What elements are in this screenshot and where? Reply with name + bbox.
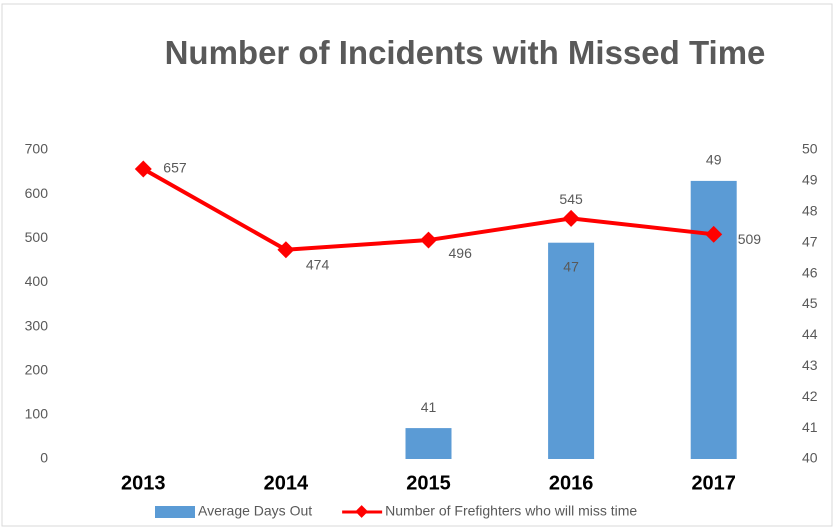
line-value-label: 545 (559, 191, 583, 207)
y-tick-label: 0 (40, 450, 48, 466)
y2-tick-label: 42 (802, 388, 818, 404)
y2-tick-label: 41 (802, 419, 818, 435)
line-marker (420, 231, 437, 249)
legend-swatch (355, 505, 369, 518)
y2-tick-label: 46 (802, 264, 818, 280)
line-value-label: 496 (449, 245, 473, 261)
y2-tick-label: 50 (802, 141, 818, 157)
y2-tick-label: 45 (802, 295, 818, 311)
bar (548, 242, 595, 459)
line-marker (134, 160, 152, 178)
line-value-label: 509 (738, 231, 762, 247)
y2-tick-label: 40 (802, 450, 818, 466)
y-tick-label: 100 (25, 406, 49, 422)
line-value-label: 657 (163, 160, 187, 176)
y2-tick-label: 43 (802, 357, 818, 373)
legend-label: Number of Frefighters who will miss time (385, 503, 637, 519)
x-tick-label: 2013 (121, 472, 166, 494)
x-tick-label: 2015 (406, 472, 451, 494)
y-tick-label: 400 (25, 273, 49, 289)
y-tick-label: 200 (25, 361, 49, 377)
legend-label: Average Days Out (198, 503, 312, 519)
y-tick-label: 600 (25, 185, 49, 201)
legend-swatch (155, 506, 195, 518)
line-marker (562, 209, 580, 227)
y-tick-label: 500 (25, 229, 49, 245)
y2-tick-label: 48 (802, 203, 818, 219)
bar-value-label: 47 (563, 258, 579, 274)
bar-value-label: 41 (421, 399, 437, 415)
y2-tick-label: 49 (802, 172, 818, 188)
x-tick-label: 2017 (691, 472, 736, 494)
line-value-label: 474 (306, 256, 330, 272)
bar-value-label: 49 (706, 152, 722, 168)
x-tick-label: 2014 (264, 472, 309, 494)
y2-tick-label: 47 (802, 233, 818, 249)
bar (690, 180, 737, 459)
x-tick-label: 2016 (549, 472, 594, 494)
chart-title: Number of Incidents with Missed Time (164, 34, 766, 71)
y2-tick-label: 44 (802, 326, 818, 342)
bar (405, 428, 452, 459)
line-marker (705, 225, 723, 243)
chart-border (1, 3, 833, 527)
line-marker (277, 241, 295, 259)
y-tick-label: 300 (25, 317, 49, 333)
y-tick-label: 700 (25, 141, 49, 157)
